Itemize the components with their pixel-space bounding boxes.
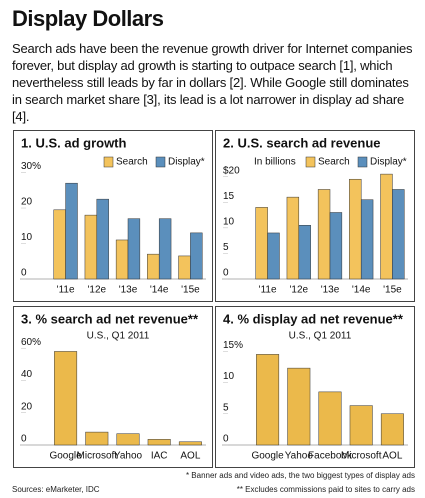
- x-tick-label: Yahoo: [285, 451, 314, 462]
- bar: [158, 218, 172, 280]
- legend-swatch: [357, 156, 368, 168]
- x-tick-label: Microsoft: [77, 451, 118, 462]
- footnote: ** Excludes commissions paid to sites to…: [236, 485, 415, 494]
- y-tick-label: 0: [223, 268, 229, 279]
- bar: [329, 212, 343, 280]
- footnote: * Banner ads and video ads, the two bigg…: [185, 471, 415, 480]
- legend-label: Display*: [370, 157, 407, 168]
- chart-subtitle: In billions: [254, 157, 296, 168]
- y-tick-label: $20: [223, 165, 240, 176]
- chart-subtitle: U.S., Q1 2011: [289, 331, 352, 342]
- bar: [96, 198, 109, 280]
- y-tick-label: 10: [21, 232, 33, 243]
- y-tick-label: 15%: [223, 340, 243, 351]
- x-tick-label: '12e: [290, 285, 309, 296]
- bar: [116, 433, 140, 446]
- legend-swatch: [305, 156, 316, 168]
- y-tick-label: 0: [21, 434, 27, 445]
- bar: [267, 232, 280, 280]
- chart-title: 1. U.S. ad growth: [21, 135, 127, 150]
- bar: [84, 214, 98, 280]
- bar: [178, 255, 191, 280]
- intro-text: Search ads have been the revenue growth …: [12, 41, 413, 124]
- x-tick-label: '12e: [88, 285, 107, 296]
- y-tick-label: 10: [223, 371, 235, 382]
- x-tick-label: '14e: [352, 285, 371, 296]
- x-tick-label: '13e: [321, 285, 340, 296]
- bar: [190, 232, 203, 280]
- bar: [147, 439, 171, 446]
- chart-subtitle: U.S., Q1 2011: [87, 331, 150, 342]
- bar: [317, 189, 331, 280]
- x-tick-label: Google: [49, 451, 82, 462]
- y-tick-label: 10: [223, 216, 235, 227]
- chart-title: 4. % display ad net revenue**: [223, 311, 404, 326]
- bar: [349, 178, 362, 280]
- y-tick-label: 0: [223, 434, 229, 445]
- x-tick-label: AOL: [382, 451, 402, 462]
- bar: [360, 199, 374, 280]
- x-tick-label: Facebook: [308, 451, 353, 462]
- chart-panel: 2. U.S. search ad revenue In billions 0 5 10…: [215, 130, 415, 302]
- bar: [53, 209, 66, 280]
- x-tick-label: '15e: [181, 285, 200, 296]
- y-tick-label: 30%: [21, 161, 41, 172]
- bar: [256, 354, 280, 446]
- x-tick-label: '11e: [259, 285, 277, 296]
- x-tick-label: AOL: [180, 451, 200, 462]
- page-title: Display Dollars: [12, 6, 164, 31]
- y-tick-label: 5: [223, 242, 229, 253]
- legend-label: Display*: [168, 157, 205, 168]
- y-tick-label: 60%: [21, 337, 41, 348]
- bar: [392, 189, 405, 280]
- y-tick-label: 40: [21, 369, 33, 380]
- x-tick-label: Google: [251, 451, 284, 462]
- bar: [65, 182, 78, 280]
- bar: [287, 367, 311, 446]
- bar: [318, 391, 342, 446]
- bar: [127, 218, 141, 280]
- source: Sources: eMarketer, IDC: [12, 485, 100, 494]
- legend-label: Search: [318, 157, 350, 168]
- x-tick-label: Yahoo: [114, 451, 143, 462]
- bar: [54, 351, 78, 446]
- y-tick-label: 15: [223, 191, 235, 202]
- bar: [178, 441, 202, 446]
- legend-label: Search: [116, 157, 148, 168]
- y-tick-label: 0: [21, 268, 27, 279]
- bar: [349, 405, 373, 446]
- x-tick-label: '13e: [119, 285, 138, 296]
- x-tick-label: '11e: [57, 285, 75, 296]
- x-tick-label: '14e: [150, 285, 169, 296]
- chart-title: 3. % search ad net revenue**: [21, 311, 199, 326]
- bar: [380, 413, 404, 446]
- bar: [286, 196, 300, 280]
- x-tick-label: Microsoft: [341, 451, 382, 462]
- y-tick-label: 5: [223, 402, 229, 413]
- bar: [115, 239, 129, 280]
- chart-panel: 3. % search ad net revenue** U.S., Q1 201…: [13, 306, 213, 468]
- legend-swatch: [155, 156, 166, 168]
- y-tick-label: 20: [21, 401, 33, 412]
- bar: [85, 431, 109, 446]
- chart-panel: 4. % display ad net revenue** U.S., Q1 20…: [215, 306, 415, 468]
- bar: [255, 207, 268, 280]
- chart-panel: 1. U.S. ad growth 0 10 20 30% '11e '12e '13e '14…: [13, 130, 213, 302]
- legend-swatch: [103, 156, 114, 168]
- chart-title: 2. U.S. search ad revenue: [223, 135, 381, 150]
- x-tick-label: IAC: [151, 451, 168, 462]
- bar: [147, 253, 160, 280]
- bar: [380, 173, 393, 280]
- y-tick-label: 20: [21, 197, 33, 208]
- x-tick-label: '15e: [383, 285, 402, 296]
- bar: [298, 225, 311, 280]
